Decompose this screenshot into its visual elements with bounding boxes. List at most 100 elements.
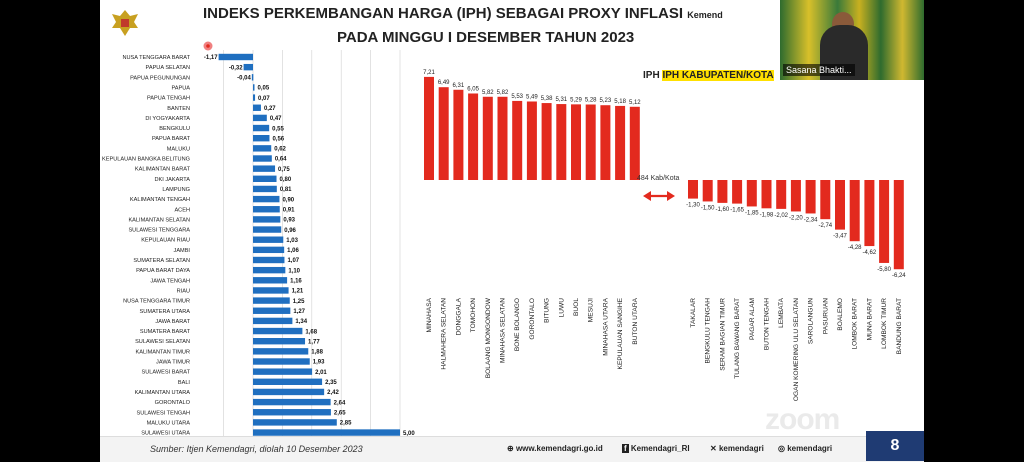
zoom-watermark: zoom (765, 403, 840, 436)
category-label: TOMOHON (470, 298, 477, 333)
category-label: SULAWESI TENGAH (137, 410, 190, 416)
data-label: -4,62 (863, 250, 877, 256)
data-label: 0,55 (272, 126, 284, 132)
bar (253, 368, 313, 375)
data-label: 2,35 (325, 380, 337, 386)
data-label: 0,80 (280, 177, 292, 183)
twitter-icon: ✕ (710, 444, 717, 453)
data-label: -1,17 (204, 55, 218, 61)
data-label: 5,12 (629, 100, 641, 106)
category-label: MALUKU UTARA (147, 420, 191, 426)
category-label: HALMAHERA SELATAN (441, 298, 448, 370)
bar (253, 277, 288, 284)
title-line1: INDEKS PERKEMBANGAN HARGA (IPH) SEBAGAI … (203, 5, 723, 22)
category-label: LUWU (558, 298, 565, 318)
category-label: SUMATERA SELATAN (133, 258, 190, 264)
globe-icon: ⊕ (507, 444, 514, 453)
category-label: GORONTALO (155, 400, 191, 406)
bar (253, 216, 281, 223)
bar (253, 256, 285, 264)
data-label: 5,82 (482, 90, 494, 96)
bar (253, 236, 284, 243)
category-label: PASURUAN (822, 298, 829, 334)
bar (864, 180, 875, 247)
data-label: 0,75 (278, 167, 290, 173)
data-label: -2,02 (774, 213, 788, 219)
bar (453, 89, 464, 180)
bar (253, 94, 256, 101)
category-label: BENGKULU (159, 126, 190, 132)
data-label: 1,93 (313, 360, 325, 366)
category-label: PAPUA SELATAN (146, 65, 190, 71)
category-label: SULAWESI SELATAN (135, 339, 190, 345)
website-link[interactable]: ⊕ www.kemendagri.go.id (507, 444, 603, 453)
facebook-link[interactable]: f Kemendagri_RI (622, 444, 690, 453)
bar (253, 358, 310, 365)
participant-name: Sasana Bhakti... (783, 64, 855, 76)
bar (732, 180, 743, 204)
bar (253, 287, 289, 294)
bar (253, 185, 277, 193)
category-label: KEPULAUAN RIAU (141, 238, 190, 244)
count-label: 484 Kab/Kota (637, 175, 680, 182)
data-label: 0,91 (283, 207, 295, 213)
category-label: SUMATERA UTARA (140, 309, 191, 315)
category-label: PAPUA BARAT DAYA (136, 268, 190, 274)
data-label: 1,16 (290, 279, 302, 285)
data-label: 0,56 (272, 136, 284, 142)
data-label: 7,21 (423, 70, 435, 76)
data-label: -1,60 (716, 207, 730, 213)
data-label: -3,47 (833, 234, 847, 240)
instagram-link[interactable]: ◎ kemendagri (778, 444, 833, 453)
data-label: 1,68 (305, 329, 317, 335)
twitter-link[interactable]: ✕ kemendagri (710, 444, 764, 453)
category-label: LAMPUNG (162, 187, 190, 193)
emblem-garuda (112, 10, 138, 36)
data-label: 0,93 (283, 218, 295, 224)
category-label: PAPUA (171, 85, 190, 91)
data-label: -2,34 (804, 217, 818, 223)
category-label: MALUKU (167, 146, 190, 152)
source-note: Sumber: Itjen Kemendagri, diolah 10 Dese… (150, 444, 363, 454)
footer-bar (100, 436, 924, 462)
bar (497, 96, 508, 180)
data-label: 6,49 (438, 80, 450, 86)
category-label: SERAM BAGIAN TIMUR (719, 298, 726, 371)
category-label: BANTEN (167, 106, 190, 112)
data-label: 5,00 (403, 431, 415, 437)
bar (424, 76, 434, 180)
data-label: 6,05 (467, 86, 479, 92)
category-label: KALIMANTAN BARAT (135, 167, 191, 173)
category-label: MINAHASA (426, 297, 433, 332)
data-label: 5,23 (600, 98, 612, 104)
double-arrow-right-head (667, 191, 675, 201)
bar (253, 327, 303, 335)
bar (468, 93, 479, 180)
category-label: SULAWESI BARAT (142, 370, 191, 376)
data-label: 2,65 (334, 410, 346, 416)
bar (251, 74, 254, 81)
data-label: 0,05 (258, 86, 270, 92)
category-label: BOALEMO (837, 298, 844, 331)
data-label: 1,21 (292, 289, 304, 295)
bar (746, 180, 757, 207)
category-label: ACEH (174, 207, 190, 213)
bar (253, 297, 290, 304)
category-label: SAROLANGUN (808, 298, 815, 344)
data-label: 1,25 (293, 299, 305, 305)
data-label: 5,53 (511, 94, 523, 100)
category-label: LOMBOK BARAT (852, 298, 859, 350)
right-chart-title: IPH IPH KABUPATEN/KOTA (643, 70, 774, 81)
bar (253, 124, 270, 132)
data-label: 1,27 (293, 309, 305, 315)
data-label: 5,18 (614, 99, 626, 105)
facebook-icon: f (622, 444, 629, 453)
bar (482, 96, 493, 180)
category-label: TAKALAR (690, 298, 697, 328)
category-label: RIAU (177, 288, 190, 294)
bar (600, 105, 611, 180)
category-label: NUSA TENGGARA TIMUR (123, 299, 190, 305)
bar (438, 87, 449, 180)
data-label: 5,82 (497, 90, 509, 96)
